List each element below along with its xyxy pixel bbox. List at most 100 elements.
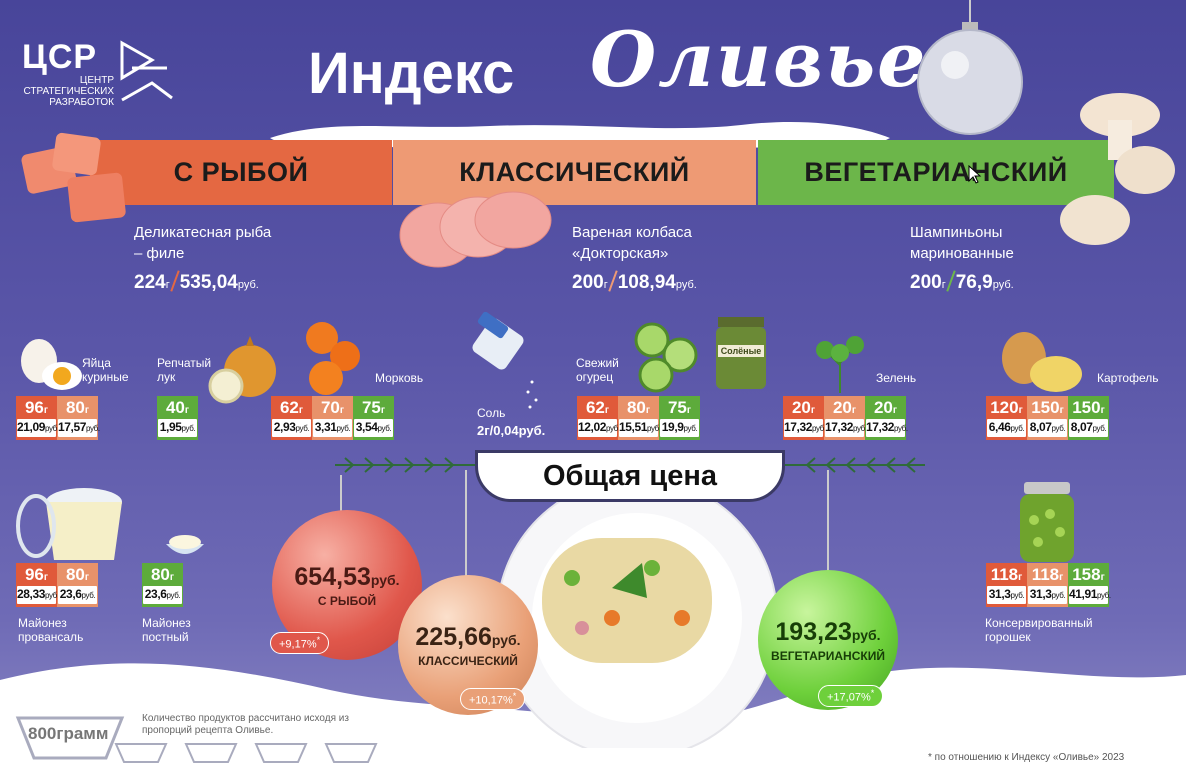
cucumber-grams: 62г [585, 398, 610, 417]
cucumber-cell: 75г 19,9руб. [659, 396, 700, 440]
veg-price-unit: руб. [992, 279, 1014, 291]
footnote: * по отношению к Индексу «Оливье» 2023 [928, 752, 1125, 763]
potato-label: Картофель [1097, 371, 1159, 385]
onion-cell: 40г 1,95руб. [157, 396, 198, 440]
ball-classic-value: 225,66 [415, 622, 492, 651]
mayo-tub-icon [16, 488, 122, 560]
potato-cell: 120г 6,46руб. [986, 396, 1027, 440]
greens-label: Зелень [876, 371, 917, 385]
mayo-cell: 96г 28,33руб. [16, 563, 59, 607]
carrot-label: Морковь [375, 371, 424, 385]
eggs-grams: 96г [24, 398, 49, 417]
salt-grams: 2г [477, 423, 490, 438]
classic-grams-unit: г [603, 279, 608, 291]
cucumber-label: Свежий огурец [576, 356, 619, 384]
ball-fish-value: 654,53 [294, 562, 371, 591]
ball-fish-change: +9,17%* [270, 632, 330, 654]
mayo_lean-price: 23,6руб. [143, 586, 182, 604]
onion-grid: 40г 1,95руб. [157, 396, 198, 440]
mayo-cell: 80г 23,6руб. [57, 563, 98, 607]
ball-fish-unit: руб. [370, 571, 400, 588]
classic-price: 200г 108,94руб. [572, 270, 697, 294]
carrot-grams: 75г [361, 398, 386, 417]
ball-classic-unit: руб. [491, 631, 521, 648]
logo-abbr: ЦСР [22, 38, 98, 76]
fish-grams: 224 [134, 272, 166, 293]
peas-price: 41,91руб. [1069, 586, 1111, 604]
salt-label: Соль [477, 406, 506, 420]
cursor-icon [968, 165, 982, 184]
carrot-cell: 75г 3,54руб. [353, 396, 394, 440]
mayo-grams: 96г [24, 565, 49, 584]
ball-veg-change-value: +17,07% [827, 691, 871, 704]
parsley-icon [816, 336, 864, 393]
carrot-price: 3,54руб. [354, 419, 393, 437]
potato-price: 8,07руб. [1069, 419, 1108, 437]
peas-grams: 118г [1031, 565, 1064, 584]
band-veg: ВЕГЕТАРИАНСКИЙ [758, 140, 1114, 205]
veg-product: Шампиньоны маринованные [910, 224, 1014, 262]
mayo-price: 23,6руб. [58, 586, 97, 604]
onion-price: 1,95руб. [158, 419, 197, 437]
salmon-icon [21, 132, 126, 223]
band-fish: С РЫБОЙ [90, 140, 392, 205]
cucumber-cell: 80г 15,51руб. [618, 396, 661, 440]
peas-cell: 158г 41,91руб. [1068, 563, 1111, 607]
eggs-price: 17,57руб. [58, 419, 100, 437]
classic-grams: 200 [572, 272, 604, 293]
carrot-grams: 62г [279, 398, 304, 417]
peas-cell: 118г 31,3руб. [986, 563, 1027, 607]
ball-veg-change: +17,07%* [818, 685, 884, 707]
salt-amount: 2г/0,04руб. [477, 423, 546, 438]
mushroom-icon [1060, 93, 1175, 245]
onion-icon [208, 336, 276, 404]
egg-icon [21, 339, 82, 390]
potato-grams: 150г [1031, 398, 1064, 417]
band-classic-label: КЛАССИЧЕСКИЙ [459, 157, 690, 187]
ball-fish-star: * [316, 635, 321, 645]
veg-price: 200г 76,9руб. [910, 270, 1014, 294]
peas-price: 31,3руб. [1028, 586, 1067, 604]
peas-cell: 118г 31,3руб. [1027, 563, 1068, 607]
cucumber-cell: 62г 12,02руб. [577, 396, 620, 440]
potato-icon [1002, 332, 1082, 392]
carrot-price: 2,93руб. [272, 419, 311, 437]
greens-price: 17,32руб. [825, 419, 867, 437]
carrot-cell: 70г 3,31руб. [312, 396, 353, 440]
ball-veg-value: 193,23 [775, 617, 852, 646]
eggs-grams: 80г [65, 398, 90, 417]
fish-price-unit: руб. [237, 279, 259, 291]
mayo-price: 28,33руб. [17, 586, 59, 604]
potato-price: 8,07руб. [1028, 419, 1067, 437]
veg-price-value: 76,9 [955, 272, 993, 293]
salt-shaker-icon [472, 312, 538, 409]
peas-jar-icon [1020, 482, 1074, 562]
bowl-label: 800грамм [28, 724, 109, 743]
onion-grams: 40г [165, 398, 190, 417]
greens-grid: 20г 17,32руб. 20г 17,32руб. 20г 17,32руб. [783, 396, 908, 440]
sausage-icon [399, 191, 552, 268]
greens-price: 17,32руб. [866, 419, 908, 437]
carrot-grams: 70г [320, 398, 345, 417]
greens-grams: 20г [832, 398, 857, 417]
potato-grams: 120г [990, 398, 1023, 417]
mayo-bowl-icon [166, 535, 204, 554]
mayo-grams: 80г [65, 565, 90, 584]
greens-price: 17,32руб. [784, 419, 826, 437]
ball-classic-change: +10,17%* [460, 688, 526, 710]
eggs-grid: 96г 21,09руб. 80г 17,57руб. [16, 396, 100, 440]
cucumber-price: 15,51руб. [619, 419, 661, 437]
cucumber-price: 19,9руб. [660, 419, 699, 437]
potato-cell: 150г 8,07руб. [1068, 396, 1109, 440]
band-fish-label: С РЫБОЙ [173, 157, 309, 187]
peas-grams: 118г [990, 565, 1023, 584]
onion-label: Репчатый лук [157, 356, 212, 384]
note: Количество продуктов рассчитано исходя и… [142, 713, 349, 736]
mayo-label: Майонез провансаль [18, 616, 84, 644]
classic-price-unit: руб. [675, 279, 697, 291]
eggs-label: Яйца куриные [82, 356, 129, 384]
peas-price: 31,3руб. [987, 586, 1026, 604]
fish-product: Деликатесная рыба – филе [134, 224, 272, 262]
ball-fish-label: С РЫБОЙ [317, 593, 377, 608]
